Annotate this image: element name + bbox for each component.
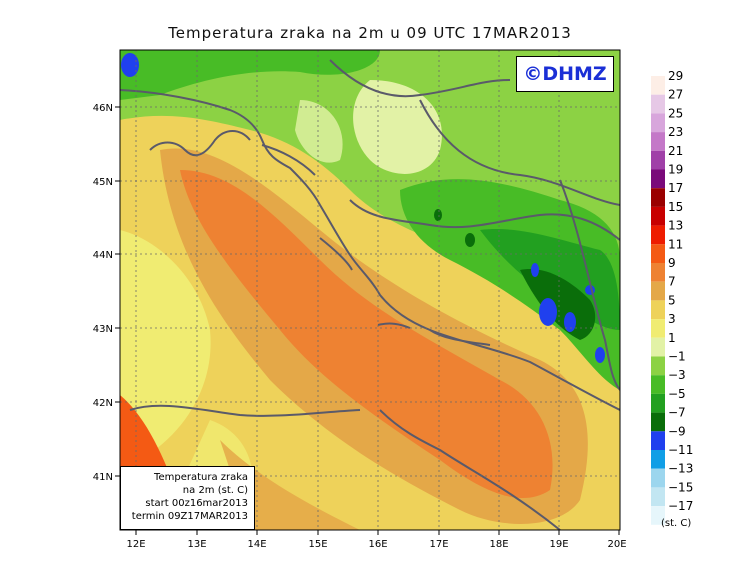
- colorbar-swatch: [651, 337, 665, 357]
- colorbar-swatch: [651, 319, 665, 338]
- colorbar: 29 27 25 23 21 19 17 15 13 11 9 7 5 3 1 −1 −3 −5 −7 −9 −11 −1…: [651, 69, 693, 525]
- colorbar-label: 7: [668, 275, 676, 289]
- colorbar-label: 25: [668, 106, 683, 120]
- colorbar-swatch: [651, 375, 665, 394]
- x-tick-label: 20E: [607, 539, 626, 550]
- colorbar-swatch: [651, 150, 665, 170]
- plot-frame: [119, 49, 621, 531]
- map-field: [120, 50, 620, 530]
- colorbar-swatch: [651, 393, 665, 413]
- colorbar-swatch: [651, 113, 665, 133]
- y-tick-label: 42N: [93, 398, 113, 409]
- colorbar-label: −5: [668, 387, 686, 401]
- colorbar-label: −17: [668, 499, 693, 513]
- colorbar-swatch: [651, 132, 665, 151]
- graticule: [120, 50, 620, 530]
- colorbar-label: −9: [668, 424, 686, 438]
- colorbar-label: 1: [668, 331, 676, 345]
- colorbar-swatch: [651, 300, 665, 320]
- colorbar-label: 11: [668, 237, 683, 251]
- x-tick-label: 19E: [549, 539, 568, 550]
- colorbar-label: 23: [668, 125, 683, 139]
- north-land-green: [120, 50, 620, 380]
- colorbar-label: 15: [668, 200, 683, 214]
- colorbar-label: −15: [668, 480, 693, 494]
- colorbar-label: −7: [668, 406, 686, 420]
- y-tick-label: 43N: [93, 324, 113, 335]
- colorbar-swatch: [651, 94, 665, 114]
- colorbar-swatch: [651, 487, 665, 507]
- colorbar-label: 27: [668, 88, 683, 102]
- x-tick-label: 16E: [368, 539, 387, 550]
- colorbar-swatch: [651, 281, 665, 301]
- colorbar-swatch: [651, 206, 665, 226]
- x-tick-label: 15E: [308, 539, 327, 550]
- info-box: Temperatura zraka na 2m (st. C) start 00…: [120, 466, 255, 530]
- colorbar-swatch: [651, 356, 665, 376]
- sea-warm-core: [180, 170, 553, 499]
- y-tick-label: 44N: [93, 250, 113, 261]
- colorbar-swatch: [651, 76, 665, 95]
- west-light-patch: [120, 230, 211, 470]
- y-tick-label: 41N: [93, 472, 113, 483]
- colorbar-label: −1: [668, 350, 686, 364]
- map-title: Temperatura zraka na 2m u 09 UTC 17MAR20…: [168, 24, 572, 42]
- x-tick-label: 14E: [247, 539, 266, 550]
- colorbar-label: 17: [668, 181, 683, 195]
- colorbar-label: −11: [668, 443, 693, 457]
- colorbar-swatch: [651, 263, 665, 282]
- colorbar-label: 19: [668, 163, 683, 177]
- colorbar-label: 21: [668, 144, 683, 158]
- colorbar-label: 13: [668, 219, 683, 233]
- colorbar-swatch: [651, 225, 665, 245]
- info-line: termin 09Z17MAR2013: [131, 511, 248, 522]
- y-tick-label: 45N: [93, 177, 113, 188]
- cold-spot: [539, 298, 557, 326]
- colorbar-label: −3: [668, 368, 686, 382]
- x-tick-label: 18E: [489, 539, 508, 550]
- colorbar-label: 5: [668, 293, 676, 307]
- x-axis: [135, 530, 620, 535]
- northwest-green: [120, 50, 380, 100]
- colorbar-swatch: [651, 468, 665, 488]
- colorbar-swatch: [651, 188, 665, 207]
- x-tick-labels: 12E 13E 14E 15E 16E 17E 18E 19E 20E: [126, 539, 626, 550]
- x-tick-label: 13E: [187, 539, 206, 550]
- colorbar-label: 29: [668, 69, 683, 83]
- info-line: Temperatura zraka: [154, 472, 248, 483]
- colorbar-swatch: [651, 169, 665, 189]
- colorbar-swatch: [651, 506, 665, 525]
- x-tick-label: 17E: [429, 539, 448, 550]
- colorbar-swatch: [651, 431, 665, 450]
- info-line: start 00z16mar2013: [145, 498, 248, 509]
- colorbar-swatch: [651, 450, 665, 469]
- info-line: na 2m (st. C): [182, 485, 248, 496]
- coastlines-borders: [120, 59, 620, 530]
- x-tick-label: 12E: [126, 539, 145, 550]
- y-tick-label: 46N: [93, 103, 113, 114]
- east-green: [400, 179, 620, 390]
- colorbar-label: −13: [668, 462, 693, 476]
- colorbar-unit: (st. C): [661, 518, 692, 529]
- y-tick-labels: 46N 45N 44N 43N 42N 41N: [93, 103, 113, 483]
- colorbar-label: 9: [668, 256, 676, 270]
- colorbar-label: 3: [668, 312, 676, 326]
- dhmz-logo: ©DHMZ: [516, 56, 614, 92]
- y-axis: [115, 106, 120, 477]
- colorbar-swatch: [651, 412, 665, 432]
- colorbar-swatch: [651, 244, 665, 263]
